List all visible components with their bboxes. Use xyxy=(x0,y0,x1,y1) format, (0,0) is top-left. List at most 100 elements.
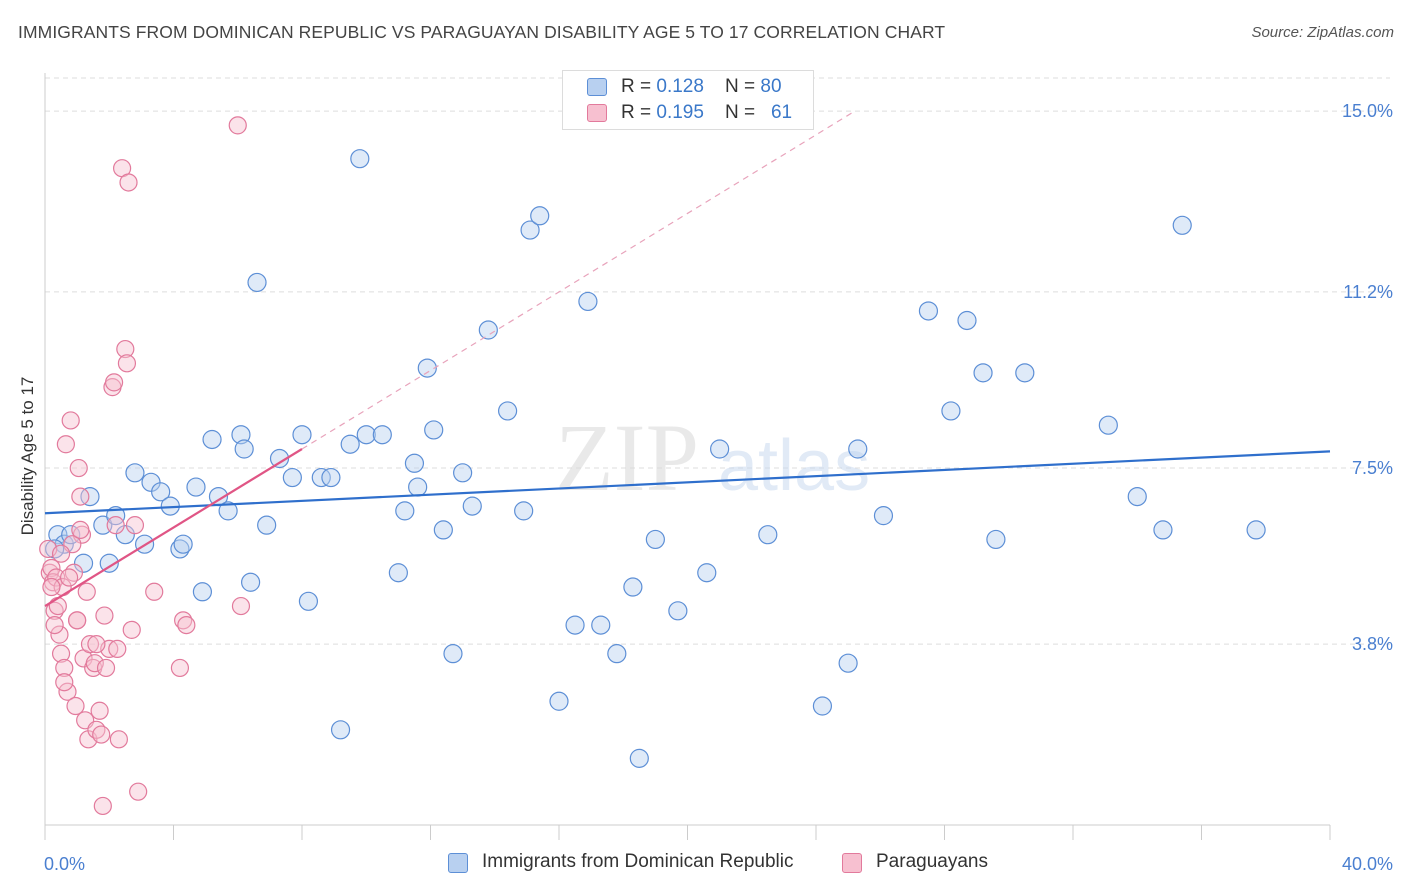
chart-title: IMMIGRANTS FROM DOMINICAN REPUBLIC VS PA… xyxy=(18,22,946,42)
data-point-dominican xyxy=(292,425,312,445)
data-point-dominican xyxy=(298,591,319,611)
data-point-paraguayan xyxy=(56,435,75,454)
x-tick-label: 0.0% xyxy=(44,854,85,874)
data-point-dominican xyxy=(848,439,868,459)
series-paraguayan-points xyxy=(39,116,251,816)
data-point-paraguayan xyxy=(61,411,80,430)
legend-n-label: N = xyxy=(725,76,761,97)
data-point-paraguayan xyxy=(87,635,106,654)
bottom-legend-swatch-blue xyxy=(448,853,468,873)
legend-r-value: 0.195 xyxy=(656,102,704,123)
data-point-dominican xyxy=(941,401,961,421)
watermark-zip: ZIP xyxy=(555,404,699,511)
data-point-dominican xyxy=(151,482,171,502)
data-point-dominican xyxy=(231,425,251,445)
data-point-paraguayan xyxy=(106,516,125,535)
data-point-dominican xyxy=(514,501,534,521)
data-point-dominican xyxy=(645,529,665,550)
data-point-paraguayan xyxy=(108,639,127,658)
data-point-dominican xyxy=(668,601,688,621)
data-point-dominican xyxy=(202,429,222,450)
trend-line-paraguayan xyxy=(44,448,303,608)
data-point-dominican xyxy=(186,477,206,497)
bottom-legend-label: Immigrants from Dominican Republic xyxy=(482,851,794,872)
legend-r-label: R = xyxy=(621,102,657,123)
data-point-paraguayan xyxy=(55,673,74,692)
data-point-dominican xyxy=(812,696,833,716)
data-point-dominican xyxy=(433,520,453,540)
y-tick-label: 15.0% xyxy=(1342,101,1393,121)
data-point-paraguayan xyxy=(71,520,90,540)
data-point-dominican xyxy=(173,534,193,554)
data-point-paraguayan xyxy=(66,696,85,716)
data-point-paraguayan xyxy=(129,782,148,801)
data-point-dominican xyxy=(372,425,392,445)
data-point-dominican xyxy=(257,515,277,535)
data-point-paraguayan xyxy=(109,730,128,749)
data-point-paraguayan xyxy=(51,544,71,563)
data-point-dominican xyxy=(340,434,360,454)
legend-r-value: 0.128 xyxy=(656,76,704,97)
data-point-dominican xyxy=(918,301,939,321)
data-point-dominican xyxy=(1246,520,1266,540)
data-point-dominican xyxy=(1015,363,1035,383)
data-point-paraguayan xyxy=(95,606,114,625)
data-point-dominican xyxy=(241,572,261,592)
data-point-dominican xyxy=(591,615,611,635)
data-point-dominican xyxy=(986,529,1006,550)
data-point-paraguayan xyxy=(45,616,64,635)
data-point-paraguayan xyxy=(77,582,96,601)
data-point-dominican xyxy=(125,463,145,483)
data-point-dominican xyxy=(1098,415,1118,435)
data-point-paraguayan xyxy=(92,725,111,744)
data-point-dominican xyxy=(395,501,415,521)
data-point-dominican xyxy=(234,439,254,459)
data-point-dominican xyxy=(758,525,778,545)
data-point-paraguayan xyxy=(59,568,79,587)
gridlines xyxy=(45,77,1390,645)
data-point-dominican xyxy=(462,496,482,516)
data-point-paraguayan xyxy=(42,558,61,578)
data-point-dominican xyxy=(115,525,135,545)
y-tick-label: 3.8% xyxy=(1352,634,1393,654)
data-point-dominican xyxy=(282,467,302,488)
data-point-dominican xyxy=(623,577,643,597)
bottom-legend-swatch-pink xyxy=(842,853,862,873)
y-tick-label: 7.5% xyxy=(1352,458,1393,478)
data-point-dominican xyxy=(498,401,518,421)
data-point-paraguayan xyxy=(68,611,87,630)
data-point-dominican xyxy=(1127,486,1147,507)
data-point-dominican xyxy=(321,467,341,488)
correlation-legend: R = 0.128 N = 80 R = 0.195 N = 61 xyxy=(562,70,814,130)
data-point-dominican xyxy=(453,463,473,483)
data-point-dominican xyxy=(404,453,425,473)
data-point-dominican xyxy=(192,582,213,602)
data-point-dominican xyxy=(73,553,94,573)
legend-swatch-blue xyxy=(587,78,607,96)
data-point-dominican xyxy=(218,501,238,521)
data-point-paraguayan xyxy=(69,458,88,478)
watermark: ZIP atlas xyxy=(555,404,870,511)
data-point-dominican xyxy=(697,563,717,583)
data-point-dominican xyxy=(838,653,858,673)
trend-extension-paraguayan xyxy=(301,110,856,450)
data-point-dominican xyxy=(388,563,408,583)
watermark-atlas: atlas xyxy=(718,426,870,506)
data-point-paraguayan xyxy=(116,339,135,359)
legend-text-paraguayan: R = 0.195 N = 61 xyxy=(621,102,792,124)
data-point-paraguayan xyxy=(231,596,251,616)
data-point-dominican xyxy=(356,425,376,445)
legend-text-dominican: R = 0.128 N = 80 xyxy=(621,76,782,98)
data-point-dominican xyxy=(710,439,730,459)
data-point-paraguayan xyxy=(51,644,71,663)
data-point-paraguayan xyxy=(96,658,116,678)
data-point-paraguayan xyxy=(125,516,145,535)
data-point-paraguayan xyxy=(80,635,100,654)
data-point-dominican xyxy=(973,363,993,383)
data-point-paraguayan xyxy=(145,582,164,601)
data-point-paraguayan xyxy=(104,373,124,392)
data-point-dominican xyxy=(424,420,444,440)
data-point-dominican xyxy=(873,506,894,526)
data-point-dominican xyxy=(350,149,370,169)
data-point-dominican xyxy=(330,720,351,740)
